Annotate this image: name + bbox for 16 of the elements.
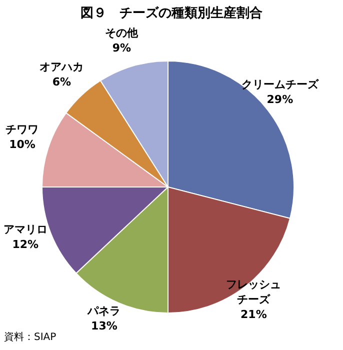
data-label: 6% bbox=[52, 76, 72, 89]
slice-label: オアハカ bbox=[40, 60, 84, 74]
chart-title: 図９ チーズの種類別生産割合 bbox=[80, 4, 264, 22]
data-label: 10% bbox=[9, 138, 36, 151]
slice-label: クリームチーズ bbox=[241, 78, 320, 91]
slice-label: チワワ bbox=[6, 122, 39, 136]
data-label: 21% bbox=[240, 308, 267, 321]
slice-label: アマリロ bbox=[3, 222, 48, 236]
data-label: 12% bbox=[12, 238, 39, 251]
data-label: 29% bbox=[266, 92, 294, 106]
slice-label: パネラ bbox=[86, 304, 121, 318]
slice-label: その他 bbox=[105, 26, 140, 40]
data-label: 9% bbox=[112, 41, 132, 54]
slice-label: フレッシュチーズ bbox=[226, 278, 282, 306]
data-label: 13% bbox=[91, 319, 118, 332]
text: 資料：SIAP bbox=[4, 330, 56, 344]
